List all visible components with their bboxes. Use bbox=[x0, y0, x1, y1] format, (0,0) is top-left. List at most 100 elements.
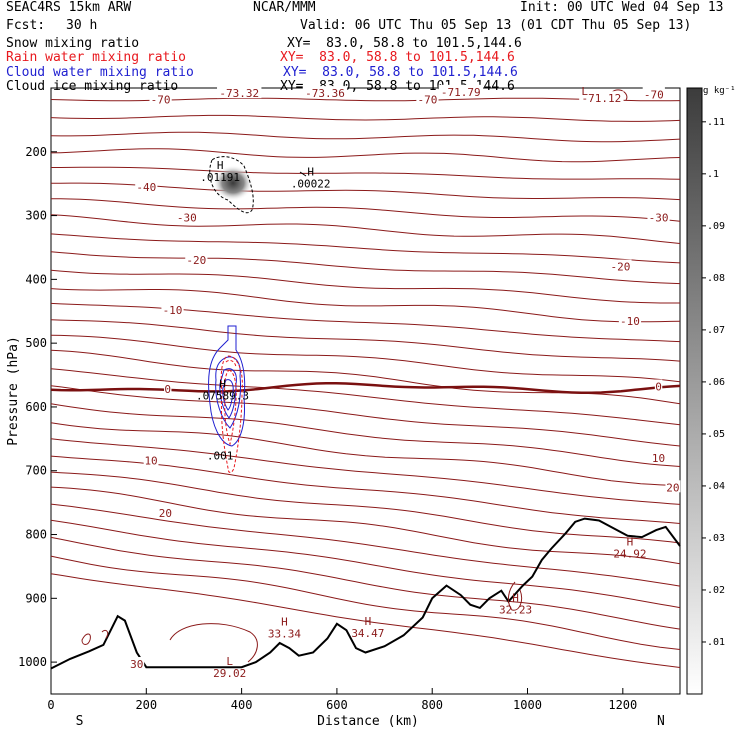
y-tick-label: 300 bbox=[25, 209, 47, 223]
rain-water-contours bbox=[220, 355, 243, 473]
contour-label: 10 bbox=[144, 455, 157, 468]
colorbar-tick-label: .06 bbox=[707, 377, 725, 388]
init-time: Init: 00 UTC Wed 04 Sep 13 bbox=[520, 0, 724, 15]
contour-label-bg bbox=[609, 259, 632, 272]
x-tick-label: 400 bbox=[231, 698, 253, 712]
contour-label-bg bbox=[651, 450, 666, 463]
extremum-marker: H bbox=[219, 378, 226, 391]
isotherm-line bbox=[50, 114, 681, 122]
contour-label: 0 bbox=[164, 383, 171, 396]
contour-labels: -70 -70 -70 -73.32 -73.36 -71.79 -71.12 -40 -30 -… bbox=[129, 84, 681, 671]
terrain-profile bbox=[50, 517, 681, 670]
isotherm-line bbox=[50, 385, 681, 447]
contour-label: 10 bbox=[652, 452, 665, 465]
x-tick-label: 200 bbox=[135, 698, 157, 712]
snow-shaded-area bbox=[213, 165, 253, 201]
isotherm-line bbox=[50, 198, 681, 222]
colorbar-tick-label: .07 bbox=[707, 325, 725, 336]
isotherm-line bbox=[50, 555, 681, 650]
contour-label-bg bbox=[642, 87, 665, 100]
colorbar-tick-label: .05 bbox=[707, 429, 725, 440]
isotherm-line bbox=[50, 288, 681, 323]
isotherm-line bbox=[50, 471, 681, 544]
isotherm-line bbox=[50, 486, 681, 565]
contour-label-bg bbox=[185, 253, 208, 266]
contour-label: -20 bbox=[610, 261, 630, 274]
valid-time: Valid: 06 UTC Thu 05 Sep 13 (01 CDT Thu … bbox=[300, 18, 692, 33]
contour-label-bg bbox=[135, 179, 158, 192]
contour-label-bg bbox=[175, 210, 198, 223]
isotherm-line bbox=[50, 573, 681, 668]
extremum-marker: H bbox=[627, 535, 634, 548]
extremum-marker: H bbox=[307, 165, 314, 178]
field-xy-snow: XY= 83.0, 58.8 to 101.5,144.6 bbox=[287, 36, 522, 51]
field-xy-rain: XY= 83.0, 58.8 to 101.5,144.6 bbox=[280, 50, 515, 65]
contour-label: 0 bbox=[655, 381, 662, 394]
isotherm-line bbox=[50, 131, 681, 143]
extremum-value: 34.47 bbox=[351, 627, 384, 640]
x-tick-label: 1200 bbox=[608, 698, 637, 712]
contour-label-bg bbox=[129, 657, 145, 670]
contour-label: -30 bbox=[177, 211, 197, 224]
contour-label: -71.12 bbox=[582, 92, 622, 105]
isotherm-line bbox=[50, 148, 681, 163]
field-title-cloudice: Cloud ice mixing ratio bbox=[6, 79, 179, 94]
extremum-value: .01191 bbox=[200, 171, 240, 184]
extremum-value: 32.23 bbox=[499, 603, 532, 616]
isotherm-line bbox=[50, 233, 681, 264]
y-axis-label: Pressure (hPa) bbox=[6, 336, 21, 446]
extremum-value: .001 bbox=[207, 450, 234, 463]
contour-label-bg bbox=[164, 382, 172, 395]
isotherm-line bbox=[51, 166, 681, 180]
isotherm-line bbox=[50, 214, 681, 244]
model-name: SEAC4RS 15km ARW bbox=[6, 0, 132, 15]
contour-label: 20 bbox=[666, 481, 679, 494]
isotherm-line bbox=[50, 503, 681, 587]
isotherm-line bbox=[50, 422, 681, 487]
minor-contours bbox=[81, 89, 628, 663]
contour-label: -20 bbox=[186, 254, 206, 267]
org-name: NCAR/MMM bbox=[253, 0, 316, 15]
colorbar-tick-label: .02 bbox=[707, 585, 725, 596]
y-tick-label: 600 bbox=[25, 400, 47, 414]
field-title-snow: Snow mixing ratio bbox=[6, 36, 140, 51]
extremum-marker: H bbox=[512, 591, 519, 604]
isotherm-line bbox=[50, 251, 681, 285]
contour-label-bg bbox=[157, 505, 173, 518]
extremum-value: .00022 bbox=[291, 177, 331, 190]
x-tick-label: 800 bbox=[421, 698, 443, 712]
x-axis-label: Distance (km) bbox=[317, 714, 419, 729]
colorbar: g kg⁻¹ .11 .1 .09 .08 .07 .06 .05 .04 .03 .02 .01 bbox=[686, 86, 736, 695]
isotherm-line bbox=[50, 368, 681, 426]
contour-label: -70 bbox=[151, 93, 171, 106]
isotherm-line bbox=[50, 536, 681, 630]
y-tick-label: 1000 bbox=[18, 655, 47, 669]
axes: 0 200 400 600 800 1000 12002003004005006007008… bbox=[6, 145, 665, 729]
y-tick-label: 500 bbox=[25, 336, 47, 350]
colorbar-tick-label: .04 bbox=[707, 481, 725, 492]
isotherm-line bbox=[50, 319, 681, 362]
contour-label-bg bbox=[149, 92, 172, 105]
y-tick-label: 700 bbox=[25, 464, 47, 478]
contour-label-bg bbox=[143, 453, 159, 466]
contour-label: -73.32 bbox=[219, 87, 259, 100]
extremum-marker: H bbox=[365, 615, 372, 628]
contour-label: -70 bbox=[644, 88, 664, 101]
contour-label: -70 bbox=[418, 93, 438, 106]
extremum-marker: L bbox=[581, 85, 588, 98]
y-tick-label: 900 bbox=[25, 591, 47, 605]
x-tick-label: 600 bbox=[326, 698, 348, 712]
contour-label: 20 bbox=[159, 507, 172, 520]
contour-label: -71.79 bbox=[441, 86, 481, 99]
cloud-ice-contour bbox=[209, 156, 254, 214]
contour-label: -73.36 bbox=[305, 87, 345, 100]
field-title-cloudwater: Cloud water mixing ratio bbox=[6, 65, 194, 80]
isotherm-contours bbox=[50, 97, 681, 668]
extremum-value: 29.02 bbox=[213, 667, 246, 680]
contour-label-bg bbox=[647, 210, 670, 223]
colorbar-bar bbox=[686, 87, 703, 695]
y-tick-label: 800 bbox=[25, 528, 47, 542]
contour-label: -10 bbox=[620, 315, 640, 328]
isotherm-line bbox=[50, 334, 681, 383]
